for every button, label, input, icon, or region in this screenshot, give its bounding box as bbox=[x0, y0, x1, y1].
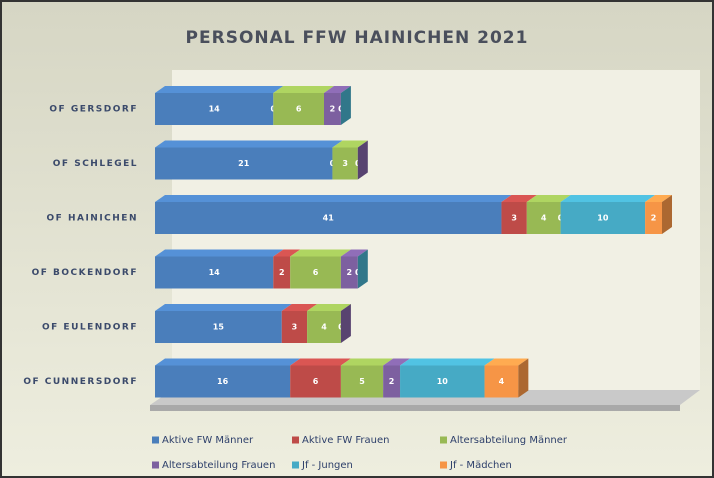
value-label: 6 bbox=[313, 377, 319, 386]
bar-top bbox=[332, 140, 368, 148]
bar-top bbox=[307, 304, 351, 311]
value-label: 5 bbox=[359, 377, 365, 386]
bar-top bbox=[155, 195, 512, 202]
bar bbox=[290, 365, 341, 398]
legend-swatch bbox=[152, 436, 159, 444]
legend-swatch bbox=[440, 436, 447, 444]
bar-top bbox=[281, 304, 318, 311]
category-label: OF HAINICHEN bbox=[47, 214, 138, 224]
bar-top bbox=[383, 358, 411, 366]
bar bbox=[155, 311, 282, 343]
bar bbox=[332, 147, 358, 180]
bar bbox=[383, 365, 401, 398]
value-label: 4 bbox=[499, 377, 505, 386]
legend-label: Altersabteilung Männer bbox=[450, 435, 568, 446]
bar bbox=[526, 202, 561, 234]
bar-top bbox=[340, 249, 368, 257]
bar bbox=[307, 311, 341, 343]
legend-swatch bbox=[152, 461, 159, 469]
bar-side bbox=[518, 358, 529, 398]
category-label: OF BOCKENDORF bbox=[32, 268, 138, 278]
bar-top bbox=[645, 195, 672, 202]
bar bbox=[281, 311, 308, 343]
value-label: 3 bbox=[342, 159, 348, 168]
bar-top bbox=[400, 358, 495, 366]
value-label: 6 bbox=[296, 105, 302, 114]
chart-title: PERSONAL FFW HAINICHEN 2021 bbox=[186, 28, 529, 48]
value-label: 41 bbox=[323, 214, 335, 223]
bar-top bbox=[155, 140, 343, 148]
bar bbox=[155, 256, 274, 289]
category-label: OF SCHLEGEL bbox=[53, 159, 138, 169]
bar bbox=[400, 365, 485, 398]
value-label: 2 bbox=[651, 214, 657, 223]
value-label: 6 bbox=[313, 268, 319, 277]
value-label: 21 bbox=[238, 159, 250, 168]
bar-top bbox=[290, 358, 351, 366]
bar-top bbox=[155, 304, 292, 311]
value-label: 10 bbox=[437, 377, 449, 386]
bar bbox=[560, 202, 646, 234]
value-label: 10 bbox=[597, 214, 609, 223]
value-label: 3 bbox=[511, 214, 517, 223]
category-label: OF CUNNERSDORF bbox=[23, 377, 138, 387]
legend-label: Jf - Jungen bbox=[301, 460, 353, 471]
bar bbox=[155, 147, 333, 180]
legend-label: Aktive FW Frauen bbox=[302, 435, 390, 446]
legend-label: Altersabteilung Frauen bbox=[162, 460, 275, 471]
category-label: OF GERSDORF bbox=[49, 105, 138, 115]
bar-top bbox=[484, 358, 529, 366]
bar-top bbox=[273, 86, 334, 93]
value-label: 14 bbox=[209, 268, 221, 277]
bar-side bbox=[340, 304, 351, 343]
value-label: 3 bbox=[292, 323, 298, 332]
value-label: 2 bbox=[347, 268, 353, 277]
value-label: 15 bbox=[213, 323, 225, 332]
bar-top bbox=[501, 195, 537, 202]
bar bbox=[340, 365, 384, 398]
bar-side bbox=[357, 140, 368, 180]
bar-side bbox=[662, 195, 672, 234]
legend-label: Jf - Mädchen bbox=[449, 460, 512, 471]
bar-top bbox=[155, 249, 284, 257]
bar-top bbox=[155, 86, 284, 93]
legend-label: Aktive FW Männer bbox=[162, 435, 254, 446]
bar bbox=[155, 365, 291, 398]
legend-swatch bbox=[292, 461, 299, 469]
value-label: 4 bbox=[541, 214, 547, 223]
bar-top bbox=[560, 195, 656, 202]
bar bbox=[645, 202, 662, 234]
bar-top bbox=[340, 358, 394, 366]
bar-side bbox=[357, 249, 368, 289]
bar-top bbox=[155, 358, 301, 366]
bar bbox=[273, 256, 291, 289]
bar bbox=[155, 93, 274, 125]
value-label: 4 bbox=[321, 323, 327, 332]
floor-edge bbox=[150, 405, 680, 411]
bar bbox=[273, 93, 324, 125]
bar bbox=[484, 365, 519, 398]
value-label: 14 bbox=[209, 105, 221, 114]
bar-top bbox=[526, 195, 571, 202]
value-label: 16 bbox=[217, 377, 229, 386]
category-label: OF EULENDORF bbox=[42, 323, 138, 333]
value-label: 2 bbox=[279, 268, 285, 277]
bar bbox=[340, 256, 358, 289]
legend-swatch bbox=[440, 461, 447, 469]
bar-top bbox=[273, 249, 301, 257]
bar-top bbox=[290, 249, 351, 257]
bar bbox=[501, 202, 527, 234]
bar bbox=[324, 93, 341, 125]
value-label: 2 bbox=[330, 105, 336, 114]
bar bbox=[155, 202, 502, 234]
bar bbox=[290, 256, 341, 289]
legend-swatch bbox=[292, 436, 299, 444]
bar-top bbox=[324, 86, 351, 93]
value-label: 2 bbox=[389, 377, 395, 386]
bar-side bbox=[340, 86, 351, 125]
